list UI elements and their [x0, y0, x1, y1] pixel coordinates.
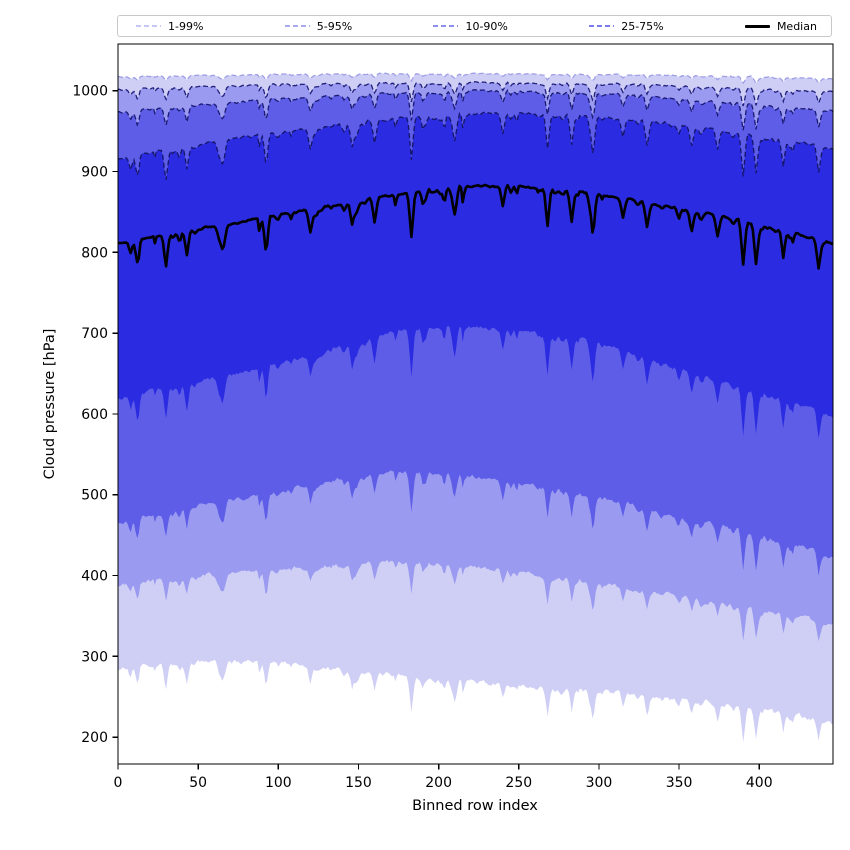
legend-item-5-95: 5-95%	[284, 19, 353, 33]
x-tick-label: 150	[345, 775, 372, 791]
y-tick-label: 400	[81, 569, 108, 585]
legend-label: 5-95%	[316, 19, 353, 33]
x-tick-label: 0	[114, 775, 123, 791]
legend-item-median: Median	[744, 19, 817, 33]
y-tick-label: 600	[81, 407, 108, 423]
median-line	[118, 183, 833, 270]
plot-frame	[117, 43, 834, 765]
legend-line-median-icon	[744, 24, 770, 28]
x-tick-label: 350	[666, 775, 693, 791]
y-tick-label: 800	[81, 245, 108, 261]
x-tick-label: 300	[586, 775, 613, 791]
legend-item-10-90: 10-90%	[433, 19, 508, 33]
legend-line-10-90-icon	[433, 25, 459, 27]
legend-label: 1-99%	[168, 19, 204, 33]
legend-item-1-99: 1-99%	[136, 20, 203, 33]
y-tick-label: 300	[81, 649, 108, 665]
y-tick-label: 1000	[72, 84, 108, 100]
y-tick-label: 500	[81, 488, 108, 504]
legend-item-25-75: 25-75%	[589, 19, 664, 33]
x-tick-label: 50	[189, 775, 207, 791]
x-tick-label: 400	[746, 775, 773, 791]
x-tick-label: 250	[505, 775, 532, 791]
y-axis-label: Cloud pressure [hPa]	[42, 328, 58, 480]
x-axis-label: Binned row index	[412, 798, 538, 814]
quantile-line-p75	[118, 111, 833, 180]
y-tick-label: 700	[81, 326, 108, 342]
legend-label: Median	[776, 19, 817, 33]
quantile-line-p90	[118, 88, 833, 131]
quantile-line-p95	[118, 81, 833, 107]
y-tick-label: 900	[81, 165, 108, 181]
legend-line-25-75-icon	[589, 25, 615, 27]
x-tick-label: 100	[265, 775, 292, 791]
legend-line-5-95-icon	[284, 25, 310, 27]
x-tick-label: 200	[425, 775, 452, 791]
y-tick-label: 200	[81, 730, 108, 746]
band-25-75%-fill	[118, 112, 833, 439]
legend-label: 25-75%	[621, 19, 664, 33]
legend: 1-99% 5-95% 10-90% 25-75% Median	[117, 15, 832, 37]
quantile-line-p99	[118, 72, 833, 85]
legend-label: 10-90%	[465, 19, 508, 33]
legend-line-1-99-icon	[136, 25, 161, 27]
